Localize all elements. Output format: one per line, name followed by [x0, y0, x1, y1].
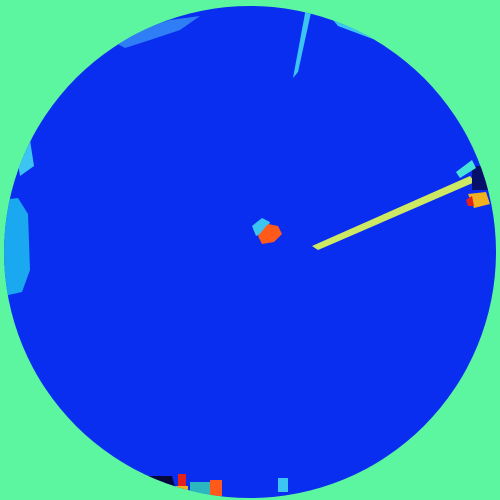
center-orange-blob — [258, 224, 282, 244]
right-cyan-strip — [456, 160, 476, 178]
left-region — [4, 198, 30, 296]
top-streak — [293, 8, 312, 78]
disc — [4, 6, 496, 498]
bottom-orange-mark — [210, 480, 222, 496]
bottom-right-light-mark — [278, 478, 288, 492]
beam — [312, 176, 475, 250]
top-left-region — [110, 16, 200, 48]
bottom-red-mark — [178, 474, 186, 490]
right-red-patch — [466, 196, 474, 206]
